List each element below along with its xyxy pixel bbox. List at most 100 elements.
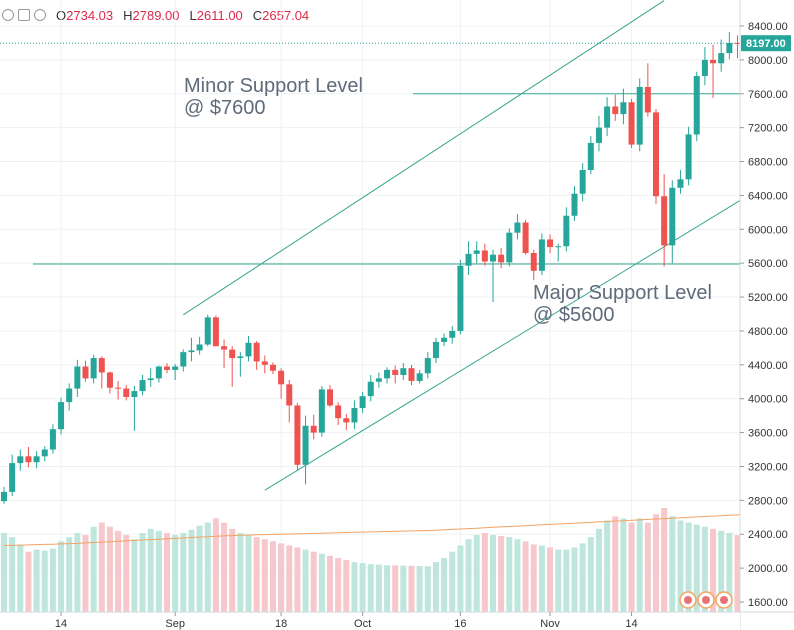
candle-body [180,352,187,367]
candle [530,249,537,281]
volume-bar [677,520,684,612]
volume-bar [286,545,293,612]
candle [432,337,439,364]
candle-body [278,370,285,385]
candle [33,451,40,469]
candle-body [587,142,594,170]
volume-bar [41,550,48,612]
volume-bar [90,526,97,612]
volume-bar [571,547,578,612]
candle [701,47,708,86]
candle [66,383,73,411]
ohlc-high-value: 2789.00 [132,7,180,23]
candle-body [644,86,651,113]
candle [441,333,448,347]
candle [269,362,276,375]
volume-bar [351,562,358,612]
candle-body [408,368,415,381]
candle-body [115,387,122,389]
candle [693,71,700,142]
candle-body [465,253,472,266]
candle [506,228,513,267]
candle [416,369,423,384]
candle-body [490,254,496,262]
candle-body [400,368,407,375]
candle-body [416,373,423,381]
volume-bar [17,544,24,612]
volume-bar [335,557,342,612]
time-tick-label: 16 [454,618,466,630]
event-icons [679,591,733,609]
candle [310,414,317,440]
volume-bar [473,535,480,612]
volume-bar [359,563,366,612]
candle-body [547,239,554,248]
candle-body [172,366,179,370]
candle [41,446,48,462]
volume-bar [490,535,496,612]
volume-bar [49,548,56,612]
volume-bar [204,522,211,612]
volume-bar [506,537,513,612]
time-tick-label: 14 [55,618,67,630]
close-icon[interactable] [34,9,46,21]
candle [375,372,382,388]
volume-bar [82,535,89,612]
major-support-label-line: Major Support Level [533,282,712,304]
candle-body [261,361,268,365]
volume-bar [66,537,73,612]
candle-body [571,193,578,216]
candle-body [685,134,692,180]
candle-body [212,317,219,347]
ohlc-low: L2611.00 [190,8,243,23]
candle-body [155,366,162,379]
volume-bar [147,528,154,612]
candle-body [41,449,48,457]
candle-body [269,364,276,371]
candle-body [392,369,399,375]
price-tick-label: 8400.00 [748,21,788,33]
candle [718,39,725,72]
candle-body [538,239,545,271]
ohlc-close-value: 2657.04 [262,7,310,23]
candle-body [677,179,684,188]
ohlc-open-value: 2734.03 [66,7,114,23]
candle [636,78,643,152]
header-icons[interactable] [2,9,46,21]
candle [131,386,138,431]
volume-bar [212,518,219,612]
candle [318,386,325,437]
candle-body [449,330,456,338]
candle-body [612,106,619,115]
candle-body [294,405,301,465]
candle-body [701,59,708,76]
candle-body [473,250,480,254]
candle-body [693,75,700,135]
visibility-icon[interactable] [2,9,14,21]
candle [123,385,130,401]
price-tick-label: 7600.00 [748,89,788,101]
volume-bar [131,539,138,612]
candle [115,380,122,400]
volume-bar [139,532,146,612]
ohlc-close-label: C [252,7,263,23]
candle [278,368,285,399]
time-tick-label: 18 [275,618,287,630]
candle-body [74,366,81,389]
candle [522,219,529,255]
candle [245,336,252,362]
candle-body [310,425,317,433]
time-axis-bg [0,612,740,630]
time-tick-label: 14 [625,618,637,630]
candle-body [131,391,138,398]
settings-icon[interactable] [18,9,30,21]
candle-body [49,429,56,450]
candle [587,136,594,175]
candle [17,449,24,471]
candle-body [335,405,342,419]
ohlc-high: H2789.00 [123,8,179,23]
volume-bar [164,532,170,612]
candle [514,214,521,240]
candle [392,365,399,384]
